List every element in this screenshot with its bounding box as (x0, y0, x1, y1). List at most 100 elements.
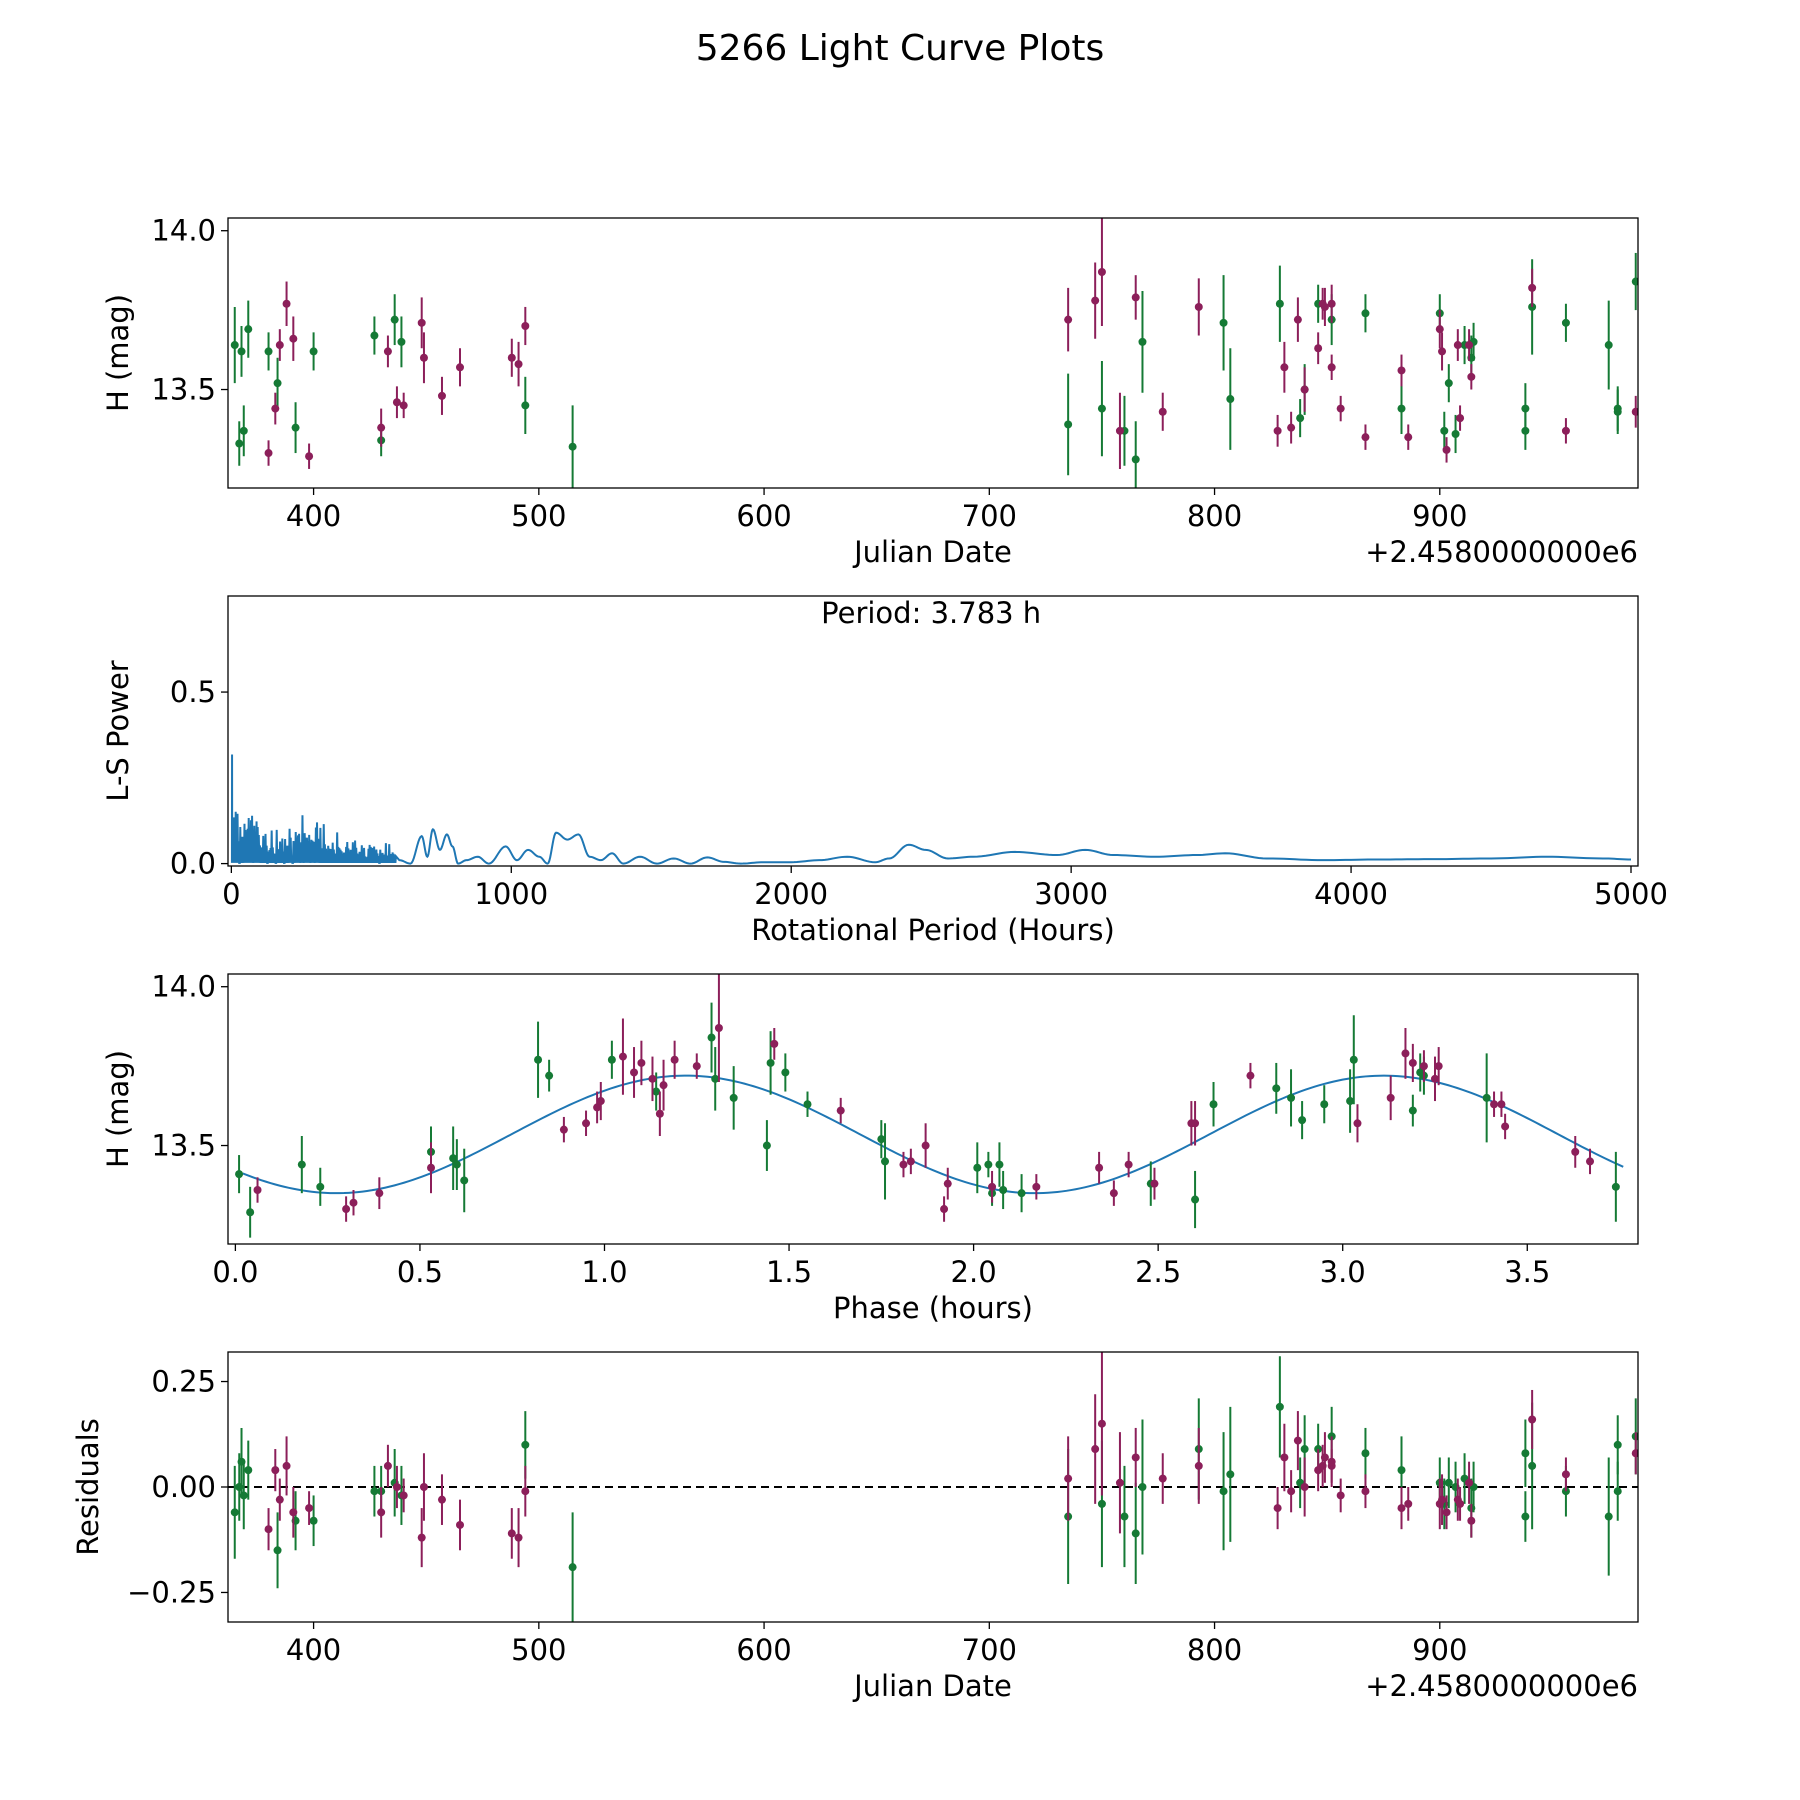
data-point (1467, 372, 1476, 381)
data-point (973, 1163, 982, 1172)
data-point (230, 341, 239, 350)
phased-series-green (235, 1002, 1620, 1238)
data-point (714, 1024, 723, 1032)
data-point (999, 1186, 1008, 1194)
data-point (1613, 1487, 1622, 1496)
y-axis-label: H (mag) (101, 1050, 135, 1168)
data-point (1631, 407, 1638, 416)
data-point (1613, 407, 1622, 416)
data-point (289, 334, 298, 343)
data-point (239, 1491, 248, 1500)
data-point (521, 322, 530, 330)
data-point (1219, 318, 1228, 327)
data-point (264, 347, 273, 356)
data-point (545, 1071, 554, 1080)
data-point (521, 1487, 530, 1496)
y-tick-label: 14.0 (151, 214, 216, 248)
data-point (275, 1495, 284, 1504)
data-point (246, 1208, 255, 1217)
data-point (507, 353, 516, 362)
data-point (781, 1068, 790, 1077)
data-point (1561, 426, 1570, 435)
data-point (1631, 277, 1638, 286)
data-point (271, 404, 280, 413)
phased-panel: 0.0 0.5 1.0 1.5 2.0 2.5 3.0 3.5 13.5 14.0 Phase (h… (101, 970, 1639, 1325)
data-point (1115, 1478, 1124, 1487)
phased-plot-area (235, 974, 1624, 1238)
data-point (1404, 1499, 1413, 1508)
data-point (1521, 426, 1530, 435)
data-point (1327, 299, 1336, 308)
data-point (1275, 299, 1284, 308)
data-point (455, 1520, 464, 1529)
data-point (1138, 337, 1147, 346)
data-point (1131, 1453, 1140, 1462)
x-tick-label: 3000 (1034, 877, 1108, 911)
data-point (1465, 341, 1474, 350)
data-point (1453, 341, 1462, 350)
data-point (1336, 404, 1345, 413)
data-point (1296, 414, 1305, 423)
data-point (1131, 1529, 1140, 1538)
y-axis-label: L-S Power (101, 660, 135, 801)
x-tick-label: 0.0 (212, 1255, 258, 1289)
data-point (1219, 1487, 1228, 1496)
data-point (399, 1491, 408, 1500)
data-point (1064, 1474, 1073, 1483)
data-point (1419, 1062, 1428, 1071)
x-tick-label: 1.0 (581, 1255, 627, 1289)
x-offset-label: +2.4580000000e6 (1365, 1669, 1638, 1703)
data-point (836, 1106, 845, 1115)
data-point (316, 1182, 325, 1191)
data-point (630, 1068, 639, 1077)
data-point (1456, 1499, 1465, 1508)
data-point (244, 325, 253, 334)
x-tick-label: 600 (736, 1633, 791, 1667)
data-point (1064, 420, 1073, 429)
data-point (452, 1160, 461, 1169)
model-curve (242, 1074, 1624, 1195)
x-tick-label: 1.5 (766, 1255, 812, 1289)
data-point (1451, 430, 1460, 438)
y-tick-label: 0.00 (151, 1470, 216, 1504)
data-point (1397, 404, 1406, 413)
x-tick-label: 400 (286, 1633, 341, 1667)
data-point (1397, 366, 1406, 375)
data-point (1521, 1512, 1530, 1521)
data-point (375, 1189, 384, 1198)
periodogram-panel: Period: 3.783 h 0 1000 2000 3000 4000 5000 0.0 0… (101, 595, 1668, 947)
data-point (1571, 1147, 1580, 1156)
data-point (392, 1483, 401, 1491)
lightcurve-frame (227, 217, 1639, 489)
data-point (729, 1093, 738, 1102)
data-point (1521, 1449, 1530, 1458)
data-point (1482, 1093, 1491, 1102)
data-point (1561, 1470, 1570, 1479)
x-tick-label: 400 (286, 499, 341, 533)
data-point (1336, 1491, 1345, 1500)
data-point (437, 391, 446, 400)
data-point (1465, 1478, 1474, 1487)
data-point (271, 1466, 280, 1475)
data-point (1091, 1445, 1100, 1454)
data-point (1501, 1122, 1510, 1131)
data-point (282, 299, 291, 308)
data-point (1287, 1487, 1296, 1496)
data-point (1438, 1495, 1447, 1504)
data-point (1349, 1055, 1358, 1064)
data-point (1120, 1512, 1129, 1521)
data-point (1064, 315, 1073, 324)
lightcurve-series-magenta (264, 218, 1638, 469)
data-point (906, 1157, 915, 1166)
data-point (692, 1062, 701, 1071)
data-point (1346, 1097, 1355, 1106)
data-point (582, 1119, 591, 1128)
x-tick-label: 900 (1412, 499, 1467, 533)
x-tick-label: 2.5 (1135, 1255, 1181, 1289)
data-point (1327, 1457, 1336, 1466)
data-point (417, 318, 426, 327)
x-tick-label: 3.5 (1504, 1255, 1550, 1289)
data-point (1131, 293, 1140, 302)
data-point (1287, 1093, 1296, 1102)
